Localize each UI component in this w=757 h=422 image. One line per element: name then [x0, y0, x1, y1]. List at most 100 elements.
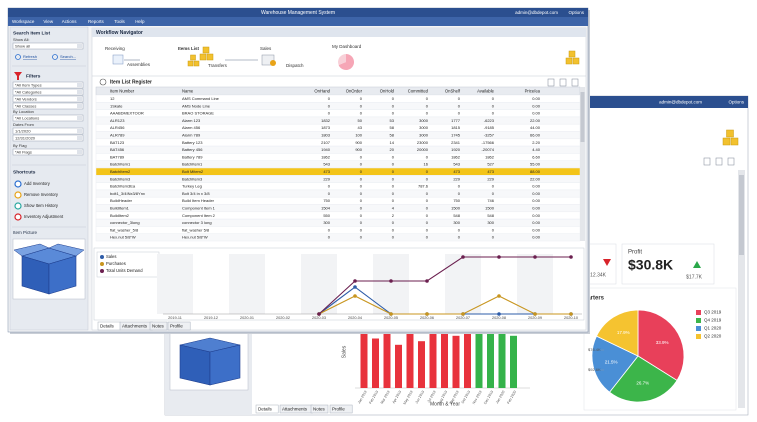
table-cell: 0 — [492, 227, 495, 232]
table-row[interactable] — [95, 204, 581, 213]
table-cell: 0 — [360, 184, 363, 189]
table-cell: 2107 — [321, 140, 331, 145]
table-cell: Bolt 3/4 in x 3/8 — [182, 191, 210, 196]
legend-label: Q4 2019 — [704, 318, 722, 323]
table-row[interactable] — [95, 160, 581, 169]
table-cell: 0.00 — [532, 184, 541, 189]
tab[interactable] — [310, 404, 329, 414]
title-bar — [8, 8, 588, 17]
table-cell: BRAO STORAGE — [182, 111, 214, 116]
menu-item[interactable]: Workspace — [12, 19, 35, 24]
table-row[interactable] — [95, 94, 581, 103]
toolbar-icon[interactable] — [547, 78, 555, 87]
table-cell: Component Item 2 — [182, 213, 216, 218]
column-header: Committed — [408, 88, 429, 93]
shortcut-link[interactable]: Show Item History — [24, 203, 59, 208]
box-illustration — [179, 344, 211, 386]
table-row[interactable] — [95, 175, 581, 183]
table-row[interactable] — [95, 138, 581, 147]
box-flap — [48, 243, 85, 257]
navigator-item[interactable]: Assemblies — [127, 62, 151, 67]
toolbar-icon — [727, 157, 735, 166]
table-row[interactable] — [95, 211, 581, 220]
shortcut-link[interactable]: Remove Inventory — [24, 192, 59, 197]
table-row[interactable] — [95, 123, 581, 132]
table-row[interactable] — [95, 153, 581, 161]
table-cell: 1873 — [321, 125, 331, 130]
table-row[interactable] — [95, 109, 581, 118]
table-cell: 0 — [392, 103, 395, 108]
bar — [418, 341, 425, 388]
dropdown[interactable] — [12, 81, 84, 89]
table-row[interactable] — [95, 167, 581, 176]
user-name: admin@dbdepot.com — [515, 10, 558, 15]
menu-item[interactable]: Help — [135, 19, 145, 24]
table-cell: 22.00 — [530, 176, 541, 181]
table-cell: 1777 — [451, 118, 461, 123]
tab[interactable] — [329, 404, 353, 414]
table-cell: 0 — [426, 213, 429, 218]
navigator-item[interactable]: Receiving — [105, 46, 125, 51]
navigator-item[interactable]: Sales — [260, 46, 272, 51]
navigator-item[interactable]: Dispatch — [286, 63, 304, 68]
date-field[interactable] — [12, 127, 84, 135]
table-cell: -20074 — [482, 147, 495, 152]
date-field[interactable] — [12, 134, 84, 142]
point-marker — [461, 255, 465, 259]
shortcut-link[interactable]: Add Inventory — [24, 181, 51, 186]
table-row[interactable] — [95, 145, 581, 154]
table-row[interactable] — [95, 131, 581, 140]
table-row[interactable] — [95, 182, 581, 191]
bar — [383, 325, 391, 388]
table-row[interactable] — [95, 189, 581, 198]
dropdown[interactable] — [12, 148, 84, 156]
menu-item[interactable]: Reports — [88, 19, 105, 24]
table-cell: 0.00 — [532, 191, 541, 196]
plot-band — [301, 254, 337, 314]
table-cell: Battery 789 — [182, 154, 203, 159]
table-cell: 1920 — [451, 147, 461, 152]
plot-band — [445, 254, 481, 314]
tab-label: Profile — [170, 324, 183, 329]
menu-bar — [8, 17, 588, 26]
navigator-item[interactable]: Transfers — [208, 63, 228, 68]
dropdown[interactable] — [12, 95, 84, 103]
table-cell: 0 — [458, 235, 461, 240]
table-row[interactable] — [95, 102, 581, 110]
point-marker — [353, 279, 357, 283]
table-cell: 0 — [458, 191, 461, 196]
search-button[interactable]: Search... — [60, 54, 76, 59]
dropdown[interactable] — [12, 42, 84, 50]
dropdown[interactable] — [12, 88, 84, 96]
table-row[interactable] — [95, 116, 581, 125]
dropdown[interactable] — [12, 114, 84, 122]
table-row[interactable] — [95, 218, 581, 227]
table-cell: 0 — [392, 235, 395, 240]
table-row[interactable] — [95, 196, 581, 205]
table-cell: BatchItem1 — [182, 162, 203, 167]
menu-item[interactable]: Actions — [62, 19, 78, 24]
navigator-item[interactable]: Items List — [178, 46, 200, 51]
toolbar-icon[interactable] — [559, 78, 567, 87]
dropdown-text: *All Categories — [15, 89, 41, 94]
table-row[interactable] — [95, 226, 581, 234]
refresh-button[interactable]: Refresh — [23, 54, 37, 59]
tab[interactable] — [167, 321, 191, 331]
navigator-item[interactable]: My Dashboard — [332, 44, 362, 49]
dropdown[interactable] — [12, 102, 84, 110]
table-row[interactable] — [95, 233, 581, 242]
table-cell: BuildItem2 — [110, 213, 130, 218]
shortcut-link[interactable]: Inventory Adjustment — [24, 214, 64, 219]
tab[interactable] — [255, 404, 279, 414]
toolbar-icon[interactable] — [571, 78, 579, 87]
table-cell: 4.40 — [532, 147, 541, 152]
dropdown-arrow — [77, 83, 82, 87]
menu-item[interactable]: Tools — [114, 19, 125, 24]
menu-item[interactable]: View — [43, 19, 53, 24]
table-cell: 0 — [392, 96, 395, 101]
table-cell: 1803 — [321, 132, 331, 137]
table-cell: 0.00 — [532, 235, 541, 240]
table-cell: 1500 — [451, 205, 461, 210]
tab[interactable] — [149, 321, 168, 331]
table-cell: BatchItem3Ea — [110, 184, 136, 189]
